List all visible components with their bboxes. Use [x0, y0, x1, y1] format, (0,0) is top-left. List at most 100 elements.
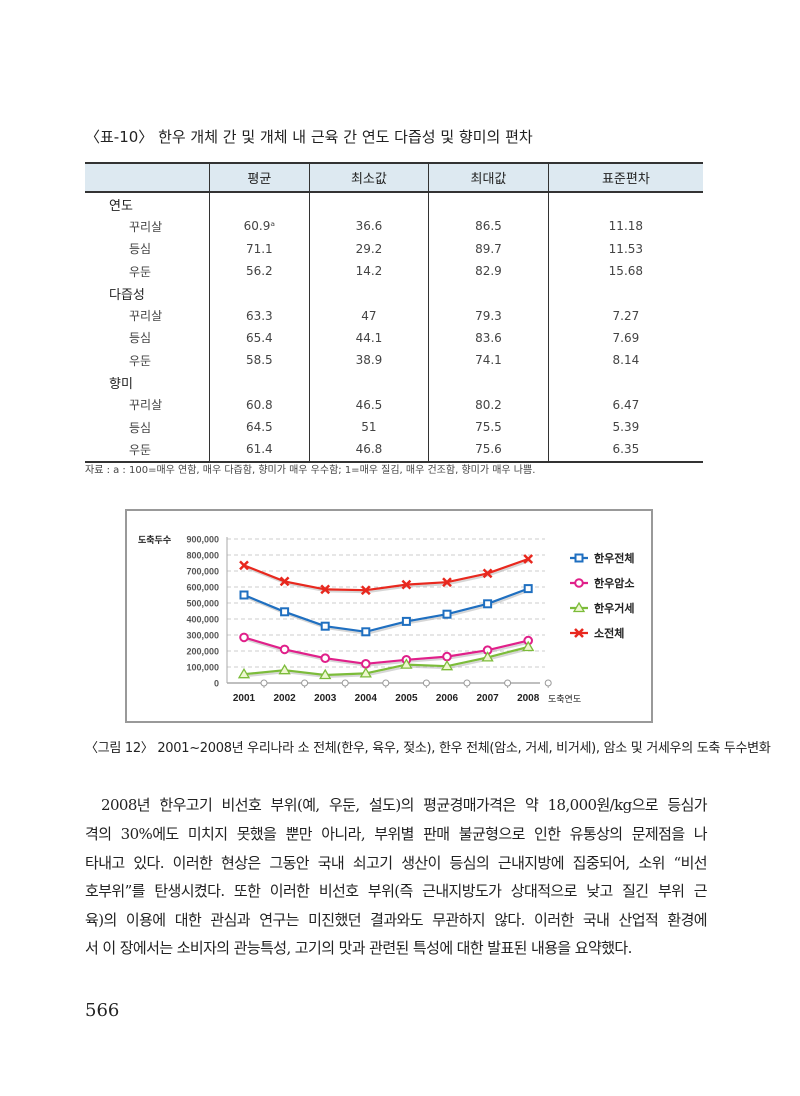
data-point	[239, 590, 249, 600]
row-label: 등심	[129, 331, 152, 346]
row-label: 우둔	[129, 264, 152, 279]
table-cell: 86.5	[428, 215, 549, 238]
table-row: 우둔 56.2 14.2 82.9 15.68	[85, 259, 703, 283]
table-cell: 29.2	[308, 237, 429, 260]
table-cell: 14.2	[308, 259, 429, 283]
y-tick-label: 900,000	[186, 535, 219, 545]
y-tick-label: 100,000	[186, 663, 219, 673]
table-cell: 75.6	[428, 438, 549, 463]
header-cell: 최대값	[428, 162, 549, 193]
legend-label: 소전체	[594, 626, 624, 640]
table-cell: 47	[308, 304, 429, 327]
page-number: 566	[85, 1000, 120, 1021]
table-header-row: 평균 최소값 최대값 표준편차	[85, 162, 703, 193]
table-cell: 11.53	[547, 237, 703, 260]
table-cell: 46.8	[308, 438, 429, 463]
data-point	[483, 599, 493, 609]
paragraph-line: 육)의 이용에 대한 관심과 연구는 미진했던 결과와도 무관하지 않다. 이러…	[85, 911, 708, 929]
table-footnote: 자료 : a : 100=매우 연함, 매우 다즙함, 향미가 매우 우수함; …	[85, 465, 536, 476]
x-tick-marker	[382, 679, 390, 687]
table-cell: 7.27	[547, 304, 703, 327]
table-cell: 79.3	[428, 304, 549, 327]
y-tick-label: 200,000	[186, 647, 219, 657]
x-tick-label: 2003	[314, 693, 337, 704]
table-cell: 80.2	[428, 393, 549, 416]
table-cell: 36.6	[308, 215, 429, 238]
table-cell: 44.1	[308, 326, 429, 350]
row-label: 등심	[129, 242, 152, 257]
empty-cell	[428, 371, 549, 394]
group-label: 향미	[109, 377, 133, 393]
data-point	[278, 663, 291, 675]
table-row: 등심 71.1 29.2 89.7 11.53	[85, 237, 703, 260]
x-tick-marker	[544, 679, 552, 687]
data-point	[320, 621, 330, 631]
data-point	[442, 577, 452, 588]
table-cell: 61.4	[209, 438, 310, 463]
table-row: 꾸리살 60.9ᵃ 36.6 86.5 11.18	[85, 215, 703, 238]
data-table: 평균 최소값 최대값 표준편차 연도 꾸리살 60.9ᵃ 36.6 86.5 11.18 등…	[85, 162, 703, 463]
table-cell: 71.1	[209, 237, 310, 260]
y-tick-label: 300,000	[186, 631, 219, 641]
header-cell	[85, 162, 210, 193]
table-cell: 6.47	[547, 393, 703, 416]
data-point	[280, 607, 290, 617]
data-point	[401, 616, 411, 626]
legend-marker	[572, 601, 586, 613]
row-label: 우둔	[85, 438, 210, 463]
row-label: 등심	[129, 420, 152, 435]
empty-cell	[308, 192, 429, 216]
y-axis-label: 도축두수	[138, 534, 171, 546]
x-tick-label: 2006	[436, 693, 459, 704]
paragraph-line: 서 이 장에서는 소비자의 관능특성, 고기의 맛과 관련된 특성에 대한 발표…	[85, 939, 632, 957]
table-row: 우둔 61.4 46.8 75.6 6.35	[85, 438, 703, 463]
series-shadow	[244, 589, 530, 635]
paragraph-line: 2008년 한우고기 비선호 부위(예, 우둔, 설도)의 평균경매가격은 약 …	[101, 796, 708, 814]
x-tick-marker	[463, 679, 471, 687]
x-tick-marker	[341, 679, 349, 687]
data-point	[359, 667, 372, 678]
series-line-한우암소	[243, 636, 529, 665]
data-point	[239, 560, 249, 571]
x-tick-marker	[301, 679, 309, 687]
empty-cell	[428, 192, 549, 216]
group-label: 연도	[109, 198, 133, 214]
paragraph-line: 격의 30%에도 미치지 못했을 뿐만 아니라, 부위별 판매 불균형으로 인한…	[85, 825, 708, 843]
legend-marker	[574, 553, 584, 563]
table-cell: 58.5	[209, 349, 310, 372]
empty-cell	[209, 371, 310, 394]
table-cell: 65.4	[209, 326, 310, 350]
data-point	[400, 658, 413, 669]
group-row: 향미	[85, 371, 703, 394]
x-tick-label: 2008	[517, 693, 540, 704]
row-label: 꾸리살	[129, 398, 163, 413]
x-tick-label: 2002	[273, 693, 296, 704]
table-row: 꾸리살 63.3 47 79.3 7.27	[85, 304, 703, 327]
table-cell: 74.1	[428, 349, 549, 372]
row-label: 꾸리살	[129, 219, 163, 234]
series-line-한우거세	[243, 645, 529, 677]
table-cell: 64.5	[209, 415, 310, 439]
row-label: 우둔	[129, 353, 152, 368]
table-cell: 11.18	[547, 215, 703, 238]
data-point	[442, 609, 452, 619]
data-point	[361, 627, 371, 637]
x-tick-label: 2007	[476, 693, 499, 704]
x-tick-marker	[504, 679, 512, 687]
data-point	[360, 585, 371, 596]
x-tick-marker	[260, 679, 268, 687]
table-cell: 82.9	[428, 259, 549, 283]
y-tick-label: 800,000	[186, 551, 219, 561]
x-tick-label: 2001	[233, 693, 256, 704]
table-cell: 75.5	[428, 415, 549, 439]
table-row: 우둔 58.5 38.9 74.1 8.14	[85, 349, 703, 372]
paragraph-line: 타내고 있다. 이러한 현상은 그동안 국내 쇠고기 생산이 등심의 근내지방에…	[85, 854, 708, 872]
x-axis-label: 도축연도	[548, 694, 581, 705]
series-line-소전체	[243, 557, 529, 592]
table-cell: 7.69	[547, 326, 703, 350]
empty-cell	[547, 192, 703, 216]
empty-cell	[308, 282, 429, 305]
table-cell: 83.6	[428, 326, 549, 350]
